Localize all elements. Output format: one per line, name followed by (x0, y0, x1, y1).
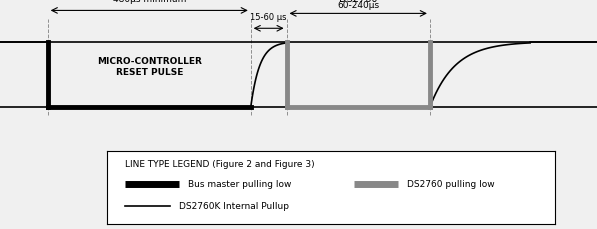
Text: DS2760: DS2760 (339, 0, 377, 4)
Text: Bus master pulling low: Bus master pulling low (188, 180, 291, 189)
Text: 15-60 μs: 15-60 μs (250, 13, 287, 22)
Text: PRESENCE PULSE
60-240μs: PRESENCE PULSE 60-240μs (319, 0, 398, 10)
Text: DS2760 pulling low: DS2760 pulling low (407, 180, 495, 189)
Text: LINE TYPE LEGEND (Figure 2 and Figure 3): LINE TYPE LEGEND (Figure 2 and Figure 3) (125, 160, 315, 169)
Text: 480μs minimum: 480μs minimum (113, 0, 186, 4)
Text: MICRO-CONTROLLER
RESET PULSE: MICRO-CONTROLLER RESET PULSE (97, 57, 202, 77)
Text: DS2760K Internal Pullup: DS2760K Internal Pullup (179, 202, 289, 211)
